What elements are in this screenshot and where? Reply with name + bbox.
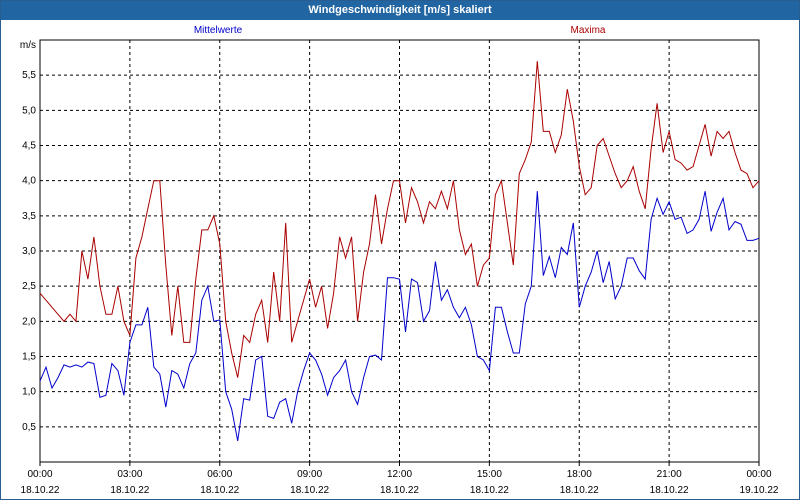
x-tick-date: 18.10.22 [380, 485, 419, 496]
chart-title-bar: Windgeschwindigkeit [m/s] skaliert [1, 1, 799, 20]
x-tick-date: 18.10.22 [110, 485, 149, 496]
y-tick-label: 1,0 [22, 387, 36, 398]
x-tick-date: 18.10.22 [21, 485, 60, 496]
x-tick-date: 18.10.22 [200, 485, 239, 496]
x-tick-date: 18.10.22 [470, 485, 509, 496]
legend-mittelwerte: Mittelwerte [194, 25, 243, 36]
y-tick-label: 2,5 [22, 281, 36, 292]
y-tick-label: 3,5 [22, 211, 36, 222]
x-tick-time: 03:00 [117, 469, 142, 480]
series-line-mittelwerte [39, 191, 760, 441]
series-line-maxima [39, 61, 760, 378]
x-tick-time: 09:00 [297, 469, 322, 480]
legend-maxima: Maxima [570, 25, 605, 36]
y-axis-label: m/s [20, 40, 36, 51]
y-tick-label: 5,5 [22, 70, 36, 81]
y-tick-label: 3,0 [22, 246, 36, 257]
y-tick-label: 4,0 [22, 176, 36, 187]
x-tick-time: 18:00 [567, 469, 592, 480]
y-tick-label: 1,5 [22, 352, 36, 363]
y-tick-label: 4,5 [22, 141, 36, 152]
x-tick-time: 00:00 [27, 469, 52, 480]
x-tick-time: 00:00 [746, 469, 771, 480]
y-tick-label: 5,0 [22, 105, 36, 116]
x-tick-date: 18.10.22 [650, 485, 689, 496]
x-tick-time: 15:00 [477, 469, 502, 480]
x-tick-time: 06:00 [207, 469, 232, 480]
x-tick-date: 18.10.22 [290, 485, 329, 496]
y-tick-label: 0,5 [22, 422, 36, 433]
x-tick-date: 19.10.22 [740, 485, 779, 496]
x-tick-time: 21:00 [657, 469, 682, 480]
x-tick-time: 12:00 [387, 469, 412, 480]
y-tick-label: 2,0 [22, 316, 36, 327]
x-tick-date: 18.10.22 [560, 485, 599, 496]
